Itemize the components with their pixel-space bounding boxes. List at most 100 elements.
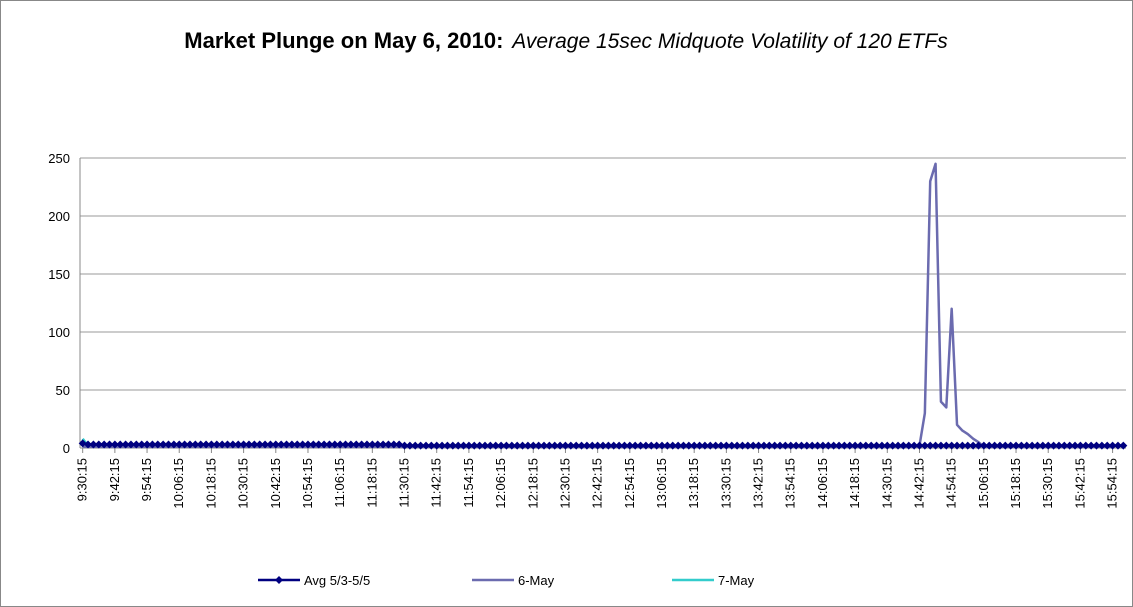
- marker: [148, 440, 157, 449]
- marker: [486, 441, 495, 450]
- marker: [969, 441, 978, 450]
- marker: [1119, 441, 1128, 450]
- marker: [105, 440, 114, 449]
- marker: [690, 441, 699, 450]
- marker: [765, 441, 774, 450]
- marker: [368, 440, 377, 449]
- marker: [389, 440, 398, 449]
- marker: [277, 440, 286, 449]
- marker: [910, 441, 919, 450]
- marker: [137, 440, 146, 449]
- marker: [202, 440, 211, 449]
- x-tick-label: 12:06:15: [493, 458, 508, 509]
- marker: [958, 441, 967, 450]
- marker: [711, 441, 720, 450]
- marker: [593, 441, 602, 450]
- marker: [770, 441, 779, 450]
- marker: [556, 441, 565, 450]
- x-tick-label: 14:54:15: [944, 458, 959, 509]
- marker: [947, 441, 956, 450]
- marker: [979, 441, 988, 450]
- marker: [1017, 441, 1026, 450]
- chart-subtitle: Average 15sec Midquote Volatility of 120…: [512, 30, 948, 53]
- marker: [448, 441, 457, 450]
- marker: [529, 441, 538, 450]
- marker: [931, 441, 940, 450]
- marker: [502, 441, 511, 450]
- marker: [116, 440, 125, 449]
- marker: [813, 441, 822, 450]
- marker: [926, 441, 935, 450]
- marker: [309, 440, 318, 449]
- marker: [599, 441, 607, 450]
- marker: [341, 440, 350, 449]
- marker: [668, 441, 677, 450]
- marker: [384, 440, 393, 449]
- marker: [641, 441, 650, 450]
- marker: [1001, 441, 1010, 450]
- marker: [438, 441, 447, 450]
- marker: [298, 440, 307, 449]
- marker: [497, 441, 506, 450]
- marker: [781, 441, 790, 450]
- marker: [566, 441, 575, 450]
- marker: [1108, 441, 1117, 450]
- marker: [293, 440, 302, 449]
- marker: [754, 441, 763, 450]
- marker: [636, 441, 645, 450]
- marker: [700, 441, 709, 450]
- marker: [534, 441, 543, 450]
- marker: [271, 440, 280, 449]
- y-tick-label: 50: [56, 383, 70, 398]
- marker: [159, 440, 168, 449]
- marker: [464, 441, 473, 450]
- marker: [373, 440, 382, 449]
- x-tick-label: 11:42:15: [429, 458, 444, 508]
- marker: [405, 441, 414, 450]
- marker: [314, 440, 323, 449]
- marker: [78, 439, 87, 448]
- marker: [835, 441, 844, 450]
- marker: [303, 440, 312, 449]
- marker: [282, 440, 291, 449]
- marker: [470, 441, 479, 450]
- marker: [1012, 441, 1021, 450]
- x-tick-label: 14:42:15: [911, 458, 926, 509]
- marker: [867, 441, 876, 450]
- marker: [604, 441, 613, 450]
- x-tick-label: 15:42:15: [1072, 458, 1087, 509]
- y-tick-label: 250: [48, 151, 70, 166]
- marker: [695, 441, 704, 450]
- marker: [625, 441, 634, 450]
- marker: [631, 441, 640, 450]
- marker: [1028, 441, 1037, 450]
- marker: [421, 441, 430, 450]
- marker: [851, 441, 860, 450]
- marker: [185, 440, 194, 449]
- marker: [250, 440, 259, 449]
- marker: [1076, 441, 1085, 450]
- marker: [883, 441, 892, 450]
- marker: [615, 441, 624, 450]
- x-tick-label: 15:06:15: [976, 458, 991, 509]
- x-tick-label: 13:18:15: [686, 458, 701, 509]
- marker: [126, 440, 135, 449]
- marker: [100, 440, 109, 449]
- marker: [143, 440, 152, 449]
- marker: [802, 441, 811, 450]
- marker: [1071, 441, 1080, 450]
- x-tick-label: 12:18:15: [525, 458, 540, 509]
- marker: [743, 441, 752, 450]
- x-tick-label: 12:30:15: [557, 458, 572, 509]
- chart-title: Market Plunge on May 6, 2010:: [184, 28, 504, 53]
- legend-marker: [275, 576, 283, 584]
- marker: [733, 441, 742, 450]
- marker: [717, 441, 726, 450]
- marker: [212, 440, 221, 449]
- marker: [432, 441, 441, 450]
- marker: [877, 441, 886, 450]
- marker: [738, 441, 747, 450]
- marker: [829, 441, 838, 450]
- marker: [861, 441, 870, 450]
